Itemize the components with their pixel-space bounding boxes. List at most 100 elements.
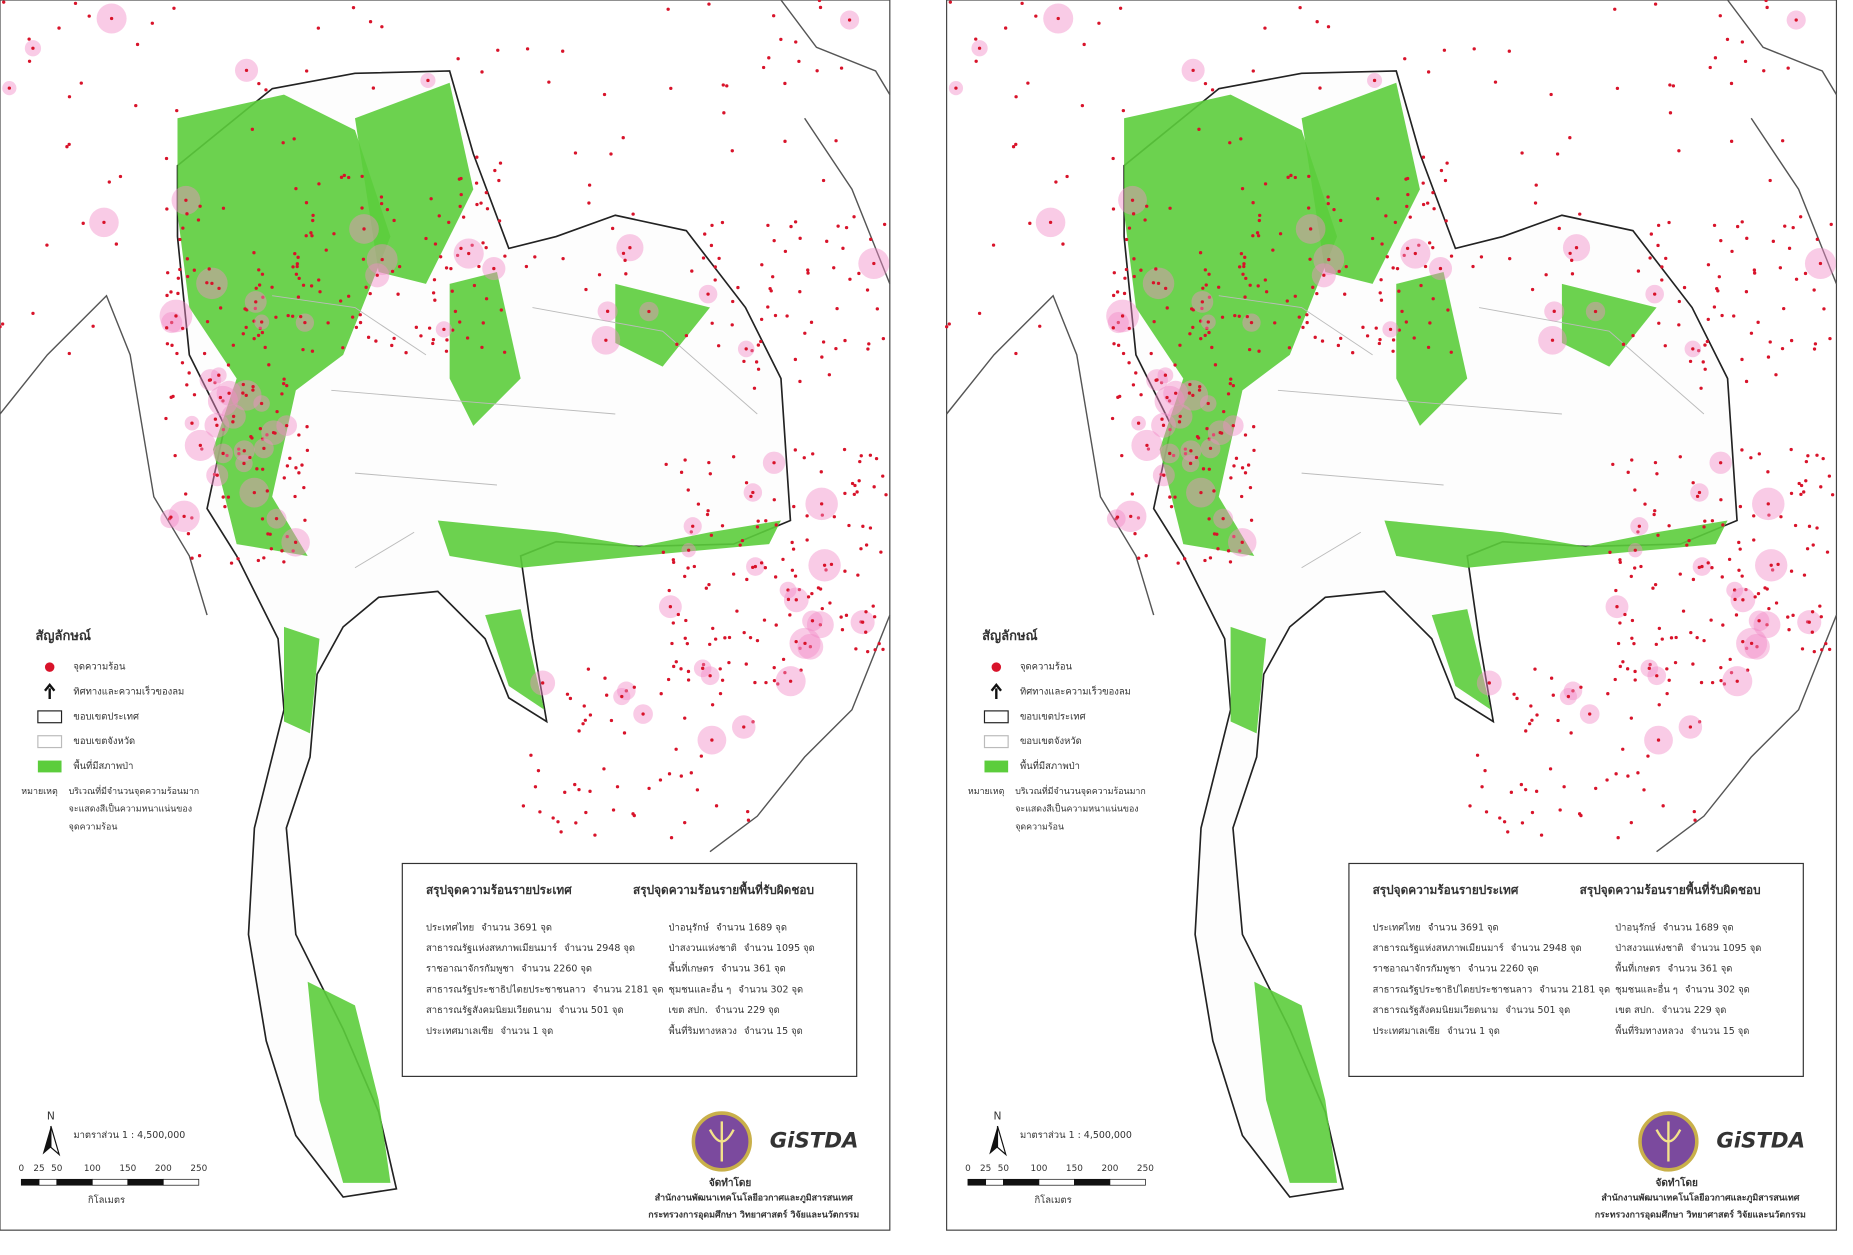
hotspot bbox=[1313, 335, 1317, 339]
hotspot bbox=[760, 263, 764, 267]
hotspot bbox=[1249, 518, 1254, 522]
legend-swatch bbox=[984, 760, 1009, 773]
hotspot bbox=[689, 530, 693, 534]
summary-row: สาธารณรัฐสังคมนิยมเวียดนาม จำนวน 501 จุด bbox=[1373, 1004, 1571, 1016]
hotspot bbox=[1530, 287, 1535, 292]
hotspot bbox=[305, 69, 309, 73]
hotspot bbox=[360, 206, 364, 210]
hotspot bbox=[270, 285, 274, 289]
hotspot bbox=[182, 514, 186, 519]
hotspot bbox=[1732, 314, 1736, 318]
hotspot bbox=[1703, 343, 1707, 347]
hotspot bbox=[1626, 774, 1630, 778]
hotspot bbox=[1667, 678, 1671, 682]
hotspot bbox=[1206, 401, 1210, 406]
hotspot bbox=[1257, 349, 1261, 353]
hotspot bbox=[481, 241, 485, 245]
hotspot bbox=[621, 136, 625, 140]
scale-tick-label: 150 bbox=[119, 1164, 136, 1174]
hotspot bbox=[811, 452, 815, 456]
hotspot bbox=[1298, 6, 1302, 10]
hotspot bbox=[856, 573, 860, 577]
hotspot bbox=[1819, 615, 1823, 619]
scale-tick-label: 100 bbox=[84, 1164, 101, 1174]
hotspot bbox=[1393, 220, 1398, 225]
row-amount: จำนวน 2948 จุด bbox=[564, 943, 635, 954]
hotspot bbox=[974, 37, 978, 41]
hotspot bbox=[1593, 309, 1598, 314]
hotspot bbox=[1539, 833, 1544, 837]
hotspot bbox=[251, 388, 255, 392]
scale-bar-segment bbox=[1109, 1178, 1146, 1186]
hotspot bbox=[759, 317, 764, 322]
hotspot bbox=[587, 183, 592, 187]
hotspot bbox=[1391, 349, 1395, 353]
hotspot bbox=[791, 547, 796, 551]
hotspot bbox=[1766, 502, 1770, 506]
hotspot bbox=[1305, 313, 1309, 317]
hotspot bbox=[1228, 382, 1232, 386]
hotspot bbox=[242, 449, 246, 453]
hotspot bbox=[87, 14, 91, 18]
hotspot bbox=[1405, 246, 1410, 251]
hotspot bbox=[696, 502, 701, 506]
summary-row: สาธารณรัฐแห่งสหภาพเมียนมาร์ จำนวน 2948 จุ… bbox=[426, 942, 635, 954]
hotspot bbox=[790, 568, 795, 572]
hotspot bbox=[806, 595, 811, 599]
hotspot bbox=[255, 467, 259, 471]
hotspot bbox=[1770, 568, 1775, 572]
hotspot bbox=[1789, 338, 1794, 343]
hotspot bbox=[861, 524, 865, 528]
hotspot bbox=[1729, 671, 1734, 675]
hotspot bbox=[781, 557, 785, 562]
hotspot bbox=[1767, 513, 1771, 517]
hotspot bbox=[1606, 692, 1610, 696]
hotspot bbox=[1695, 636, 1699, 640]
hotspot bbox=[265, 433, 269, 437]
hotspot bbox=[1753, 595, 1757, 599]
hotspot bbox=[1630, 458, 1634, 462]
hotspot bbox=[213, 417, 218, 421]
hotspot bbox=[379, 201, 384, 206]
hotspot bbox=[1688, 725, 1693, 729]
hotspot bbox=[772, 498, 776, 502]
hotspot bbox=[285, 423, 289, 428]
hotspot bbox=[723, 636, 727, 640]
hotspot bbox=[169, 290, 173, 294]
hotspot bbox=[1621, 747, 1625, 751]
summary-row: ประเทศมาเลเซีย จำนวน 1 จุด bbox=[426, 1024, 553, 1036]
hotspot bbox=[180, 326, 185, 331]
hotspot bbox=[1297, 315, 1301, 319]
logo-text: GiSTDA bbox=[1716, 1128, 1805, 1153]
hotspot bbox=[361, 257, 366, 261]
hotspot bbox=[261, 295, 265, 299]
hotspot bbox=[1568, 136, 1572, 140]
hotspot bbox=[641, 712, 645, 716]
hotspot bbox=[1395, 267, 1400, 271]
hotspot bbox=[1740, 574, 1744, 578]
hotspot bbox=[529, 753, 533, 757]
hotspot bbox=[603, 676, 607, 680]
hotspot bbox=[1733, 597, 1737, 602]
hotspot bbox=[1689, 630, 1693, 635]
hotspot bbox=[241, 391, 245, 395]
hotspot bbox=[1735, 679, 1739, 683]
summary-row: เขต สปก. จำนวน 229 จุด bbox=[669, 1005, 780, 1016]
hotspot bbox=[767, 56, 771, 60]
hotspot bbox=[1412, 336, 1416, 340]
hotspot bbox=[1014, 95, 1018, 99]
hotspot bbox=[1115, 515, 1120, 519]
hotspot bbox=[79, 81, 83, 85]
hotspot bbox=[772, 666, 776, 670]
hotspot bbox=[725, 84, 729, 88]
hotspot bbox=[479, 201, 483, 205]
hotspot bbox=[679, 667, 683, 671]
hotspot bbox=[674, 747, 678, 751]
legend-note: บริเวณที่มีจำนวนจุดความร้อนมาก bbox=[1015, 784, 1146, 797]
hotspot bbox=[227, 391, 231, 395]
hotspot bbox=[1718, 14, 1722, 18]
hotspot bbox=[1252, 425, 1256, 429]
hotspot bbox=[1829, 222, 1833, 227]
row-amount: จำนวน 1689 จุด bbox=[1663, 922, 1734, 933]
hotspot bbox=[877, 641, 881, 646]
